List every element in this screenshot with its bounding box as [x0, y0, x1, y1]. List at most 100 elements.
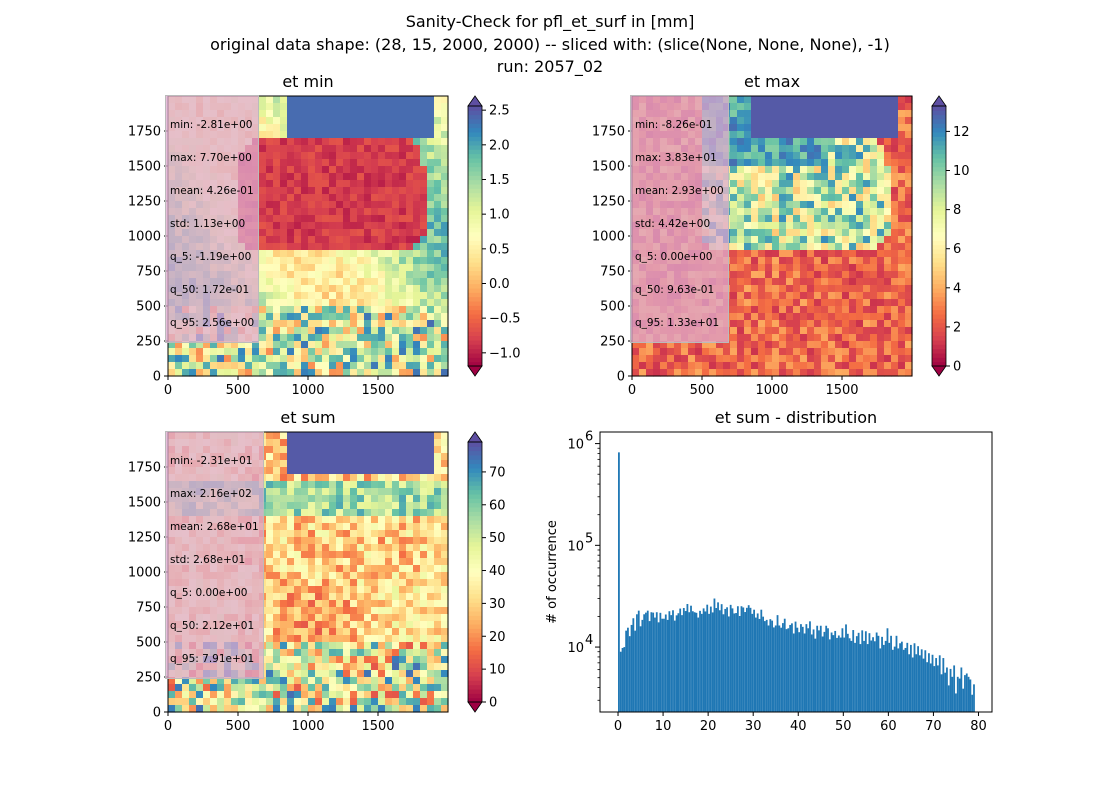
- heatmap-cell: [835, 271, 843, 279]
- heatmap-cell: [371, 537, 379, 545]
- heatmap-cell: [406, 166, 414, 174]
- heatmap-cell: [863, 194, 871, 202]
- heatmap-cell: [744, 152, 752, 160]
- heatmap-cell: [392, 355, 400, 363]
- colorbar-tick-label: 1.5: [489, 173, 510, 188]
- colorbar-segment: [932, 231, 946, 237]
- heatmap-cell: [737, 229, 745, 237]
- heatmap-cell: [413, 551, 421, 559]
- heatmap-cell: [821, 362, 829, 370]
- heatmap-cell: [315, 649, 323, 657]
- heatmap-cell: [259, 677, 267, 685]
- heatmap-cell: [434, 558, 442, 566]
- heatmap-cell: [203, 369, 211, 377]
- heatmap-cell: [420, 285, 428, 293]
- heatmap-cell: [905, 194, 913, 202]
- heatmap-cell: [280, 481, 288, 489]
- heatmap-cell: [891, 229, 899, 237]
- heatmap-cell: [294, 467, 302, 475]
- heatmap-cell: [336, 222, 344, 230]
- heatmap-cell: [357, 509, 365, 517]
- heatmap-cell: [420, 236, 428, 244]
- heatmap-cell: [863, 341, 871, 349]
- heatmap-cell: [420, 600, 428, 608]
- heatmap-cell: [329, 355, 337, 363]
- heatmap-cell: [399, 271, 407, 279]
- heatmap-cell: [737, 152, 745, 160]
- heatmap-cell: [357, 502, 365, 510]
- heatmap-cell: [807, 96, 815, 104]
- heatmap-cell: [392, 502, 400, 510]
- heatmap-cell: [280, 222, 288, 230]
- heatmap-cell: [294, 355, 302, 363]
- heatmap-cell: [765, 159, 773, 167]
- heatmap-cell: [891, 264, 899, 272]
- heatmap-cell: [772, 292, 780, 300]
- heatmap-cell: [870, 145, 878, 153]
- heatmap-cell: [807, 208, 815, 216]
- heatmap-cell: [413, 278, 421, 286]
- heatmap-cell: [371, 362, 379, 370]
- heatmap-cell: [399, 684, 407, 692]
- heatmap-cell: [835, 152, 843, 160]
- heatmap-cell: [905, 355, 913, 363]
- heatmap-cell: [273, 705, 281, 713]
- heatmap-cell: [308, 236, 316, 244]
- colorbar-tick-label: 10: [953, 164, 970, 179]
- heatmap-cell: [406, 320, 414, 328]
- heatmap-cell: [399, 292, 407, 300]
- heatmap-cell: [357, 607, 365, 615]
- heatmap-cell: [772, 187, 780, 195]
- heatmap-cell: [357, 124, 365, 132]
- colorbar-segment: [932, 322, 946, 328]
- heatmap-cell: [427, 201, 435, 209]
- heatmap-cell: [898, 369, 906, 377]
- heatmap-cell: [751, 264, 759, 272]
- heatmap-cell: [842, 215, 850, 223]
- colorbar-segment: [468, 149, 482, 155]
- heatmap-cell: [294, 558, 302, 566]
- y-tick-label: 0: [617, 370, 625, 385]
- heatmap-cell: [329, 509, 337, 517]
- heatmap-cell: [329, 551, 337, 559]
- heatmap-cell: [674, 341, 682, 349]
- heatmap-cell: [427, 243, 435, 251]
- heatmap-cell: [371, 257, 379, 265]
- heatmap-cell: [800, 285, 808, 293]
- heatmap-cell: [842, 369, 850, 377]
- heatmap-cell: [399, 670, 407, 678]
- heatmap-cell: [744, 362, 752, 370]
- heatmap-cell: [168, 698, 176, 706]
- heatmap-cell: [399, 677, 407, 685]
- heatmap-cell: [350, 656, 358, 664]
- heatmap-cell: [758, 138, 766, 146]
- heatmap-cell: [322, 327, 330, 335]
- heatmap-cell: [835, 369, 843, 377]
- heatmap-cell: [814, 180, 822, 188]
- heatmap-cell: [891, 117, 899, 125]
- heatmap-cell: [294, 614, 302, 622]
- colorbar-tick-label: 2: [953, 320, 961, 335]
- heatmap-cell: [280, 530, 288, 538]
- heatmap-cell: [772, 117, 780, 125]
- heatmap-cell: [863, 313, 871, 321]
- heatmap-cell: [399, 474, 407, 482]
- heatmap-cell: [287, 264, 295, 272]
- heatmap-cell: [441, 306, 449, 314]
- heatmap-cell: [196, 355, 204, 363]
- heatmap-cell: [870, 96, 878, 104]
- heatmap-cell: [336, 691, 344, 699]
- heatmap-cell: [849, 138, 857, 146]
- heatmap-cell: [392, 544, 400, 552]
- heatmap-cell: [807, 320, 815, 328]
- heatmap-cell: [385, 103, 393, 111]
- heatmap-cell: [343, 572, 351, 580]
- heatmap-cell: [639, 369, 647, 377]
- heatmap-cell: [765, 271, 773, 279]
- heatmap-cell: [842, 278, 850, 286]
- heatmap-cell: [441, 96, 449, 104]
- heatmap-cell: [315, 481, 323, 489]
- heatmap-cell: [364, 355, 372, 363]
- heatmap-cell: [772, 327, 780, 335]
- heatmap-cell: [182, 698, 190, 706]
